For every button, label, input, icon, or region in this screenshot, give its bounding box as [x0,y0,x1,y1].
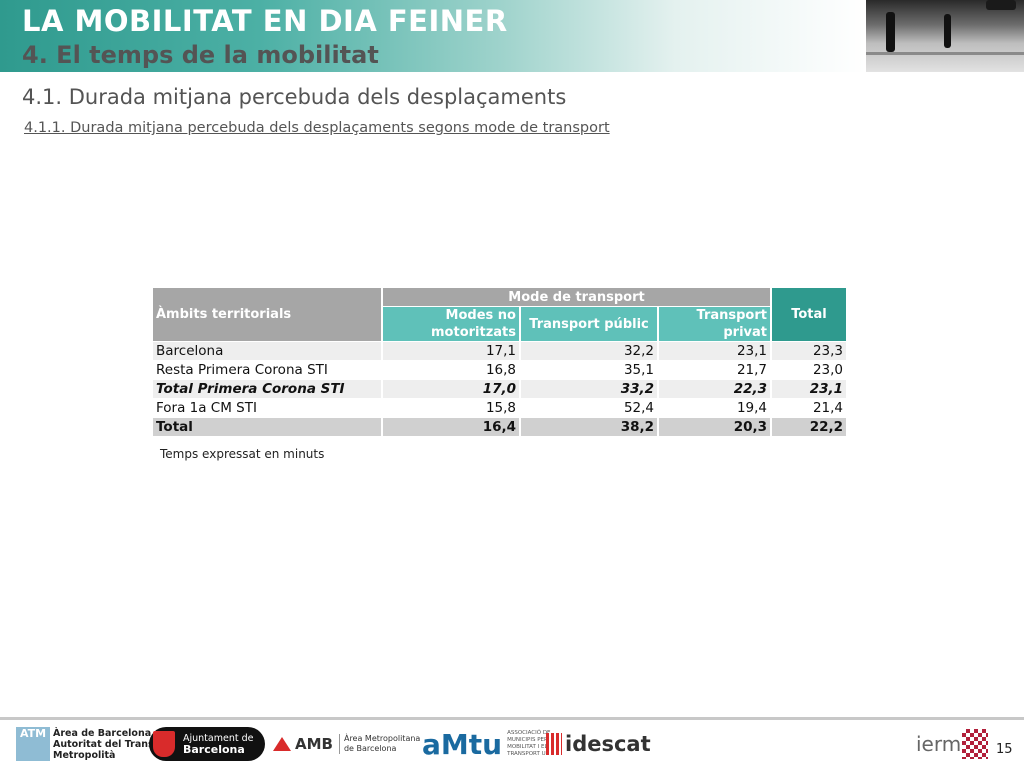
cell-transport-privat: 21,7 [659,361,770,379]
duration-table: Àmbits territorials Mode de transport To… [151,287,848,437]
iermb-logo-text: ierm [916,732,962,756]
cell-transport-public: 32,2 [521,342,657,360]
atm-logo-text: Àrea de Barcelona Autoritat del Transpor… [53,728,176,761]
barcelona-logo: Ajuntament de Barcelona [149,726,266,762]
amb-logo-line2: de Barcelona [343,744,397,753]
cell-total: 21,4 [772,399,846,417]
cell-modes-no-motoritzats: 16,8 [383,361,519,379]
atm-logo-box: ATM [16,727,50,761]
cell-transport-privat: 19,4 [659,399,770,417]
amb-logo-subtext: Àrea Metropolitana de Barcelona [338,734,421,754]
header-transport-privat: Transport privat [659,307,770,341]
table-total-row: Total 16,4 38,2 20,3 22,2 [153,418,846,436]
iermb-logo: ierm [916,726,989,762]
idescat-stripes-icon [546,733,562,755]
iermb-pixel-icon [962,729,989,759]
row-label: Fora 1a CM STI [153,399,381,417]
header-transport-public: Transport públic [521,307,657,341]
amb-logo-text: AMB [295,735,333,753]
table-row: Barcelona 17,1 32,2 23,1 23,3 [153,342,846,360]
barcelona-logo-badge: Ajuntament de Barcelona [149,727,266,761]
table-note: Temps expressat en minuts [160,447,325,461]
cell-transport-public: 52,4 [521,399,657,417]
page-number: 15 [996,742,1013,757]
amtu-logo: aMtu ASSOCIACIÓ DE MUNICIPIS PER LA MOBI… [422,726,567,762]
amtu-logo-subtext: ASSOCIACIÓ DE MUNICIPIS PER LA MOBILITAT… [507,730,557,757]
cell-total: 23,3 [772,342,846,360]
header-photo [866,0,1024,72]
title-banner: LA MOBILITAT EN DIA FEINER 4. El temps d… [0,0,866,72]
cell-transport-privat: 20,3 [659,418,770,436]
section-title: 4.1. Durada mitjana percebuda dels despl… [22,85,567,109]
table-row: Fora 1a CM STI 15,8 52,4 19,4 21,4 [153,399,846,417]
atm-logo: ATM Àrea de Barcelona Autoritat del Tran… [16,726,176,762]
cell-total: 23,1 [772,380,846,398]
atm-logo-line1: Àrea de Barcelona [53,727,152,739]
idescat-logo: idescat [546,726,651,762]
idescat-logo-text: idescat [565,732,651,756]
cell-transport-public: 38,2 [521,418,657,436]
barcelona-shield-icon [153,731,175,757]
row-label: Total Primera Corona STI [153,380,381,398]
sub-section-link[interactable]: 4.1.1. Durada mitjana percebuda dels des… [24,120,610,136]
amb-triangle-icon [273,737,291,751]
atm-logo-line2: Autoritat del Transport [53,738,177,750]
cell-modes-no-motoritzats: 17,1 [383,342,519,360]
cell-transport-privat: 23,1 [659,342,770,360]
barcelona-logo-line2: Barcelona [183,743,245,756]
header-mode-transport: Mode de transport [383,288,770,306]
page-title: LA MOBILITAT EN DIA FEINER [22,4,508,38]
table-row: Total Primera Corona STI 17,0 33,2 22,3 … [153,380,846,398]
cell-modes-no-motoritzats: 16,4 [383,418,519,436]
amb-logo: AMB Àrea Metropolitana de Barcelona [273,726,420,762]
footer-divider [0,717,1024,720]
header-modes-no-motoritzats: Modes no motoritzats [383,307,519,341]
row-label: Total [153,418,381,436]
cell-total: 23,0 [772,361,846,379]
cell-transport-privat: 22,3 [659,380,770,398]
table-row: Resta Primera Corona STI 16,8 35,1 21,7 … [153,361,846,379]
row-label: Resta Primera Corona STI [153,361,381,379]
cell-transport-public: 33,2 [521,380,657,398]
barcelona-logo-line1: Ajuntament de [183,733,254,744]
cell-modes-no-motoritzats: 15,8 [383,399,519,417]
header-total: Total [772,288,846,341]
header-ambits: Àmbits territorials [153,288,381,341]
cell-total: 22,2 [772,418,846,436]
row-label: Barcelona [153,342,381,360]
atm-logo-line3: Metropolità [53,749,116,761]
page-subtitle: 4. El temps de la mobilitat [22,41,379,69]
cell-transport-public: 35,1 [521,361,657,379]
amb-logo-line1: Àrea Metropolitana [343,734,421,743]
amtu-logo-text: aMtu [422,727,503,761]
cell-modes-no-motoritzats: 17,0 [383,380,519,398]
